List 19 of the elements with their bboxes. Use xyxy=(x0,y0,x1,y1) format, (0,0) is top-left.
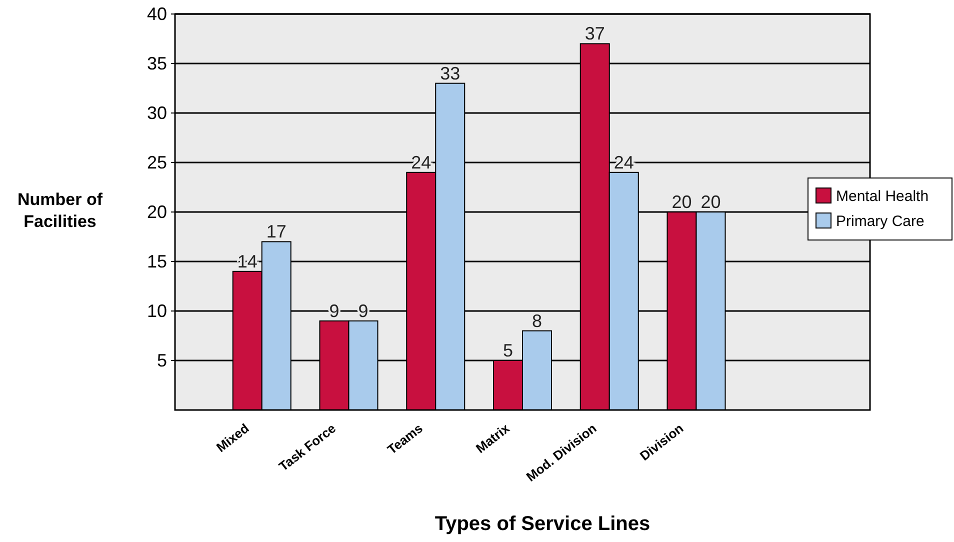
y-tick-label: 10 xyxy=(146,301,167,321)
data-label: 33 xyxy=(440,63,460,84)
y-tick-label: 20 xyxy=(146,202,167,222)
y-tick-label: 25 xyxy=(146,152,167,172)
data-label: 37 xyxy=(584,24,605,44)
y-tick-label: 15 xyxy=(146,252,167,272)
legend-label: Mental Health xyxy=(836,188,929,205)
y-axis-title: Number of Facilities xyxy=(18,190,103,231)
data-label: 8 xyxy=(532,310,542,331)
data-label: 17 xyxy=(266,222,286,242)
data-label: 5 xyxy=(502,340,514,360)
y-tick-label: 30 xyxy=(146,103,167,123)
y-tick-label: 5 xyxy=(156,350,167,370)
legend-label: Primary Care xyxy=(836,213,924,230)
y-tick-label: 35 xyxy=(146,54,167,74)
y-tick-label: 40 xyxy=(146,4,167,24)
x-axis-title: Types of Service Lines xyxy=(434,513,650,535)
data-label: 20 xyxy=(700,192,721,212)
data-label: 20 xyxy=(672,192,692,212)
